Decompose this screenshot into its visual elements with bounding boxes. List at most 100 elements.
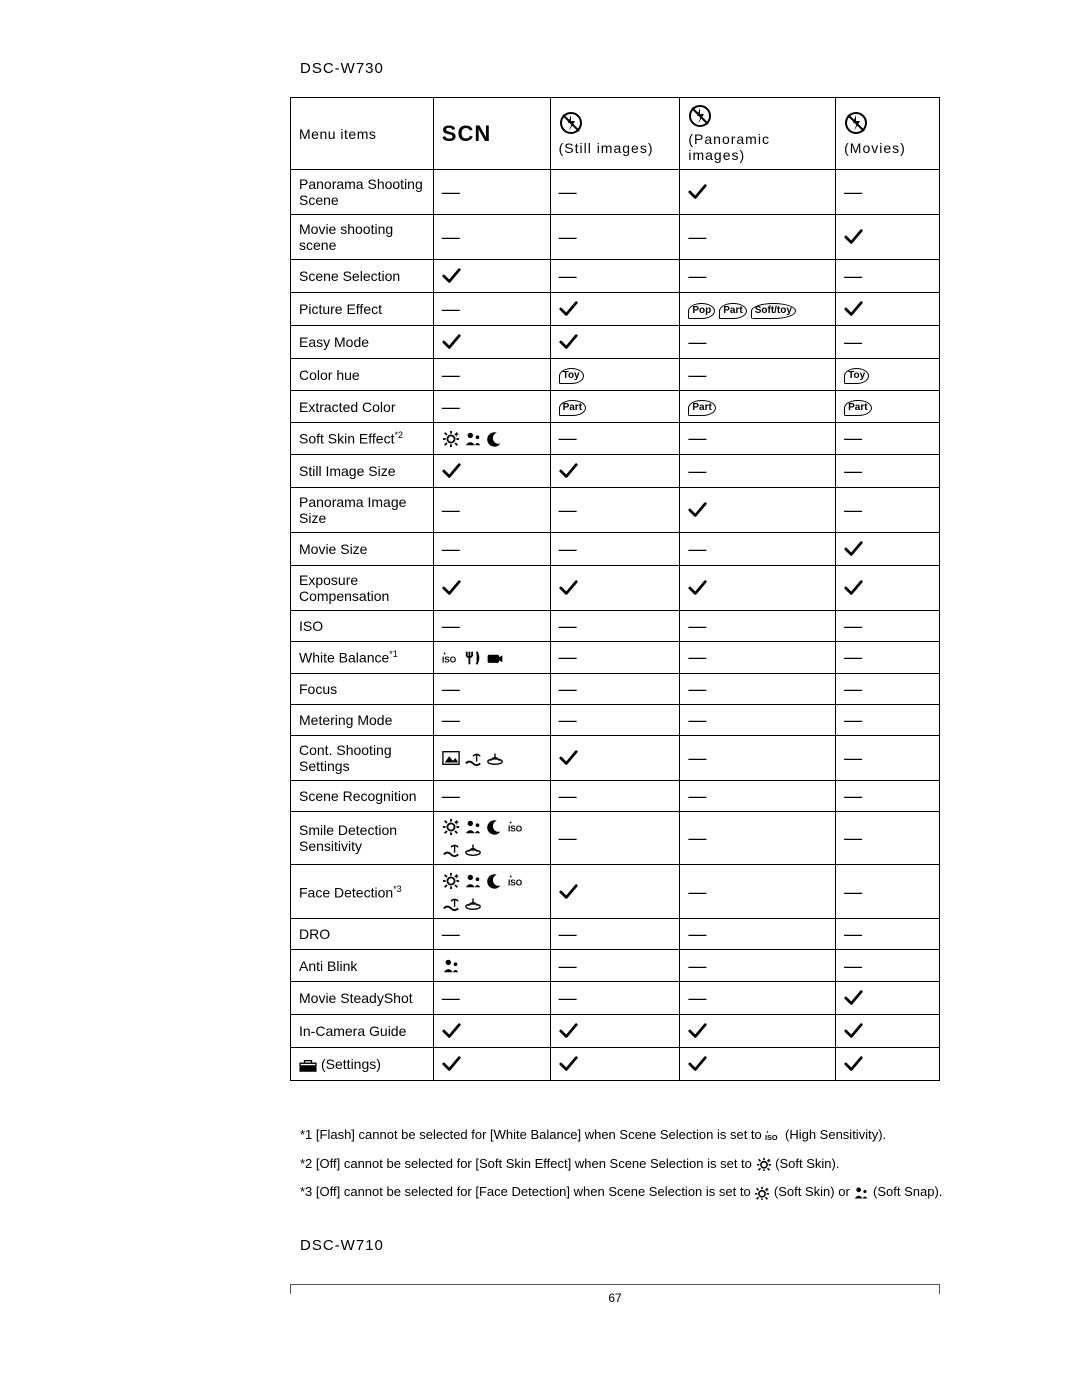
model-title-bottom: DSC-W710	[300, 1237, 940, 1254]
dash-icon: —	[442, 398, 460, 416]
iso-icon	[508, 872, 526, 890]
row-label-text: Smile Detection Sensitivity	[299, 822, 397, 854]
menu-item-label: Movie shooting scene	[291, 215, 434, 260]
cell-pano: —	[680, 454, 836, 487]
dash-icon: —	[442, 711, 460, 729]
check-icon	[688, 579, 708, 595]
row-label-text: Panorama Shooting Scene	[299, 176, 423, 208]
menu-item-label: Panorama Shooting Scene	[291, 170, 434, 215]
page-number-text: 67	[608, 1291, 621, 1305]
dash-icon: —	[688, 366, 706, 384]
dash-icon: —	[688, 680, 706, 698]
table-row: Panorama Image Size — — —	[291, 487, 940, 532]
dash-icon: —	[559, 540, 577, 558]
cell-pano	[680, 487, 836, 532]
fn2-text-b: (Soft Skin).	[775, 1156, 839, 1171]
table-row: Soft Skin Effect*2 — — —	[291, 423, 940, 455]
check-icon	[442, 1055, 462, 1071]
col-movies: (Movies)	[836, 98, 940, 170]
menu-item-label: Focus	[291, 673, 434, 704]
cell-pano: —	[680, 919, 836, 950]
check-icon	[688, 1055, 708, 1071]
dish-icon	[464, 894, 482, 912]
cell-movie: —	[836, 811, 940, 865]
cell-scn: —	[433, 487, 550, 532]
footnote-3: *3 [Off] cannot be selected for [Face De…	[300, 1178, 940, 1207]
row-label-text: Cont. Shooting Settings	[299, 742, 392, 774]
cell-movie	[836, 1015, 940, 1048]
soft-snap-icon	[853, 1184, 869, 1199]
dish-icon	[486, 749, 504, 767]
cell-still: —	[550, 532, 680, 565]
dash-icon: —	[844, 680, 862, 698]
col-menu-items: Menu items	[291, 98, 434, 170]
cell-scn: —	[433, 532, 550, 565]
moon-icon	[486, 818, 504, 836]
cont-shoot-icons	[442, 749, 504, 767]
page-container: DSC-W730 Menu items SCN (Still images) (…	[0, 0, 1080, 1397]
cell-movie: —	[836, 260, 940, 293]
check-icon	[844, 228, 864, 244]
check-icon	[442, 462, 462, 478]
dash-icon: —	[844, 617, 862, 635]
table-row: Scene Recognition — — — —	[291, 780, 940, 811]
iso-icon	[508, 818, 526, 836]
person-icon	[442, 958, 460, 972]
soft/toy-bubble-icon: Soft/toy	[751, 303, 796, 319]
cell-pano: —	[680, 326, 836, 359]
row-label-text: (Settings)	[321, 1056, 381, 1072]
table-body: Panorama Shooting Scene — — — Movie shoo…	[291, 170, 940, 1081]
cell-still: —	[550, 641, 680, 673]
row-label-text: Anti Blink	[299, 958, 357, 974]
toolbox-icon	[299, 1056, 321, 1072]
cell-movie	[836, 982, 940, 1015]
menu-table: Menu items SCN (Still images) (Panoramic…	[290, 97, 940, 1081]
toy-bubble-icon: Toy	[559, 368, 584, 384]
dash-icon: —	[559, 267, 577, 285]
dash-icon: —	[442, 617, 460, 635]
check-icon	[559, 1055, 579, 1071]
dash-icon: —	[442, 183, 460, 201]
table-row: Smile Detection Sensitivity — — —	[291, 811, 940, 865]
dash-icon: —	[442, 540, 460, 558]
cell-pano	[680, 1015, 836, 1048]
row-label-text: Panorama Image Size	[299, 494, 406, 526]
check-icon	[844, 1022, 864, 1038]
footnote-1: *1 [Flash] cannot be selected for [White…	[300, 1121, 940, 1150]
menu-item-label: Movie Size	[291, 532, 434, 565]
cell-scn: —	[433, 610, 550, 641]
dash-icon: —	[559, 183, 577, 201]
menu-item-label: Anti Blink	[291, 950, 434, 982]
beach-icon	[464, 749, 482, 767]
cell-scn: —	[433, 391, 550, 423]
cell-scn	[433, 454, 550, 487]
cell-movie: —	[836, 673, 940, 704]
dash-icon: —	[688, 429, 706, 447]
cell-scn	[433, 641, 550, 673]
cell-movie	[836, 532, 940, 565]
dash-icon: —	[688, 957, 706, 975]
cell-movie: —	[836, 423, 940, 455]
cell-movie: —	[836, 326, 940, 359]
dash-icon: —	[688, 989, 706, 1007]
scene-icons	[442, 430, 504, 448]
check-icon	[559, 579, 579, 595]
cell-pano: —	[680, 982, 836, 1015]
superscript: *1	[389, 649, 398, 659]
table-row: In-Camera Guide	[291, 1015, 940, 1048]
cell-scn	[433, 950, 550, 982]
check-icon	[442, 579, 462, 595]
people-icon	[464, 430, 482, 448]
beach-icon	[442, 840, 460, 858]
effect-icons: PopPartSoft/toy	[688, 303, 796, 319]
cell-movie	[836, 1048, 940, 1081]
row-label-text: Easy Mode	[299, 334, 369, 350]
cell-pano: —	[680, 359, 836, 391]
menu-item-label: (Settings)	[291, 1048, 434, 1081]
cell-still	[550, 326, 680, 359]
dash-icon: —	[442, 989, 460, 1007]
dash-icon: —	[688, 711, 706, 729]
cell-movie: —	[836, 865, 940, 919]
menu-item-label: Exposure Compensation	[291, 565, 434, 610]
dash-icon: —	[688, 267, 706, 285]
